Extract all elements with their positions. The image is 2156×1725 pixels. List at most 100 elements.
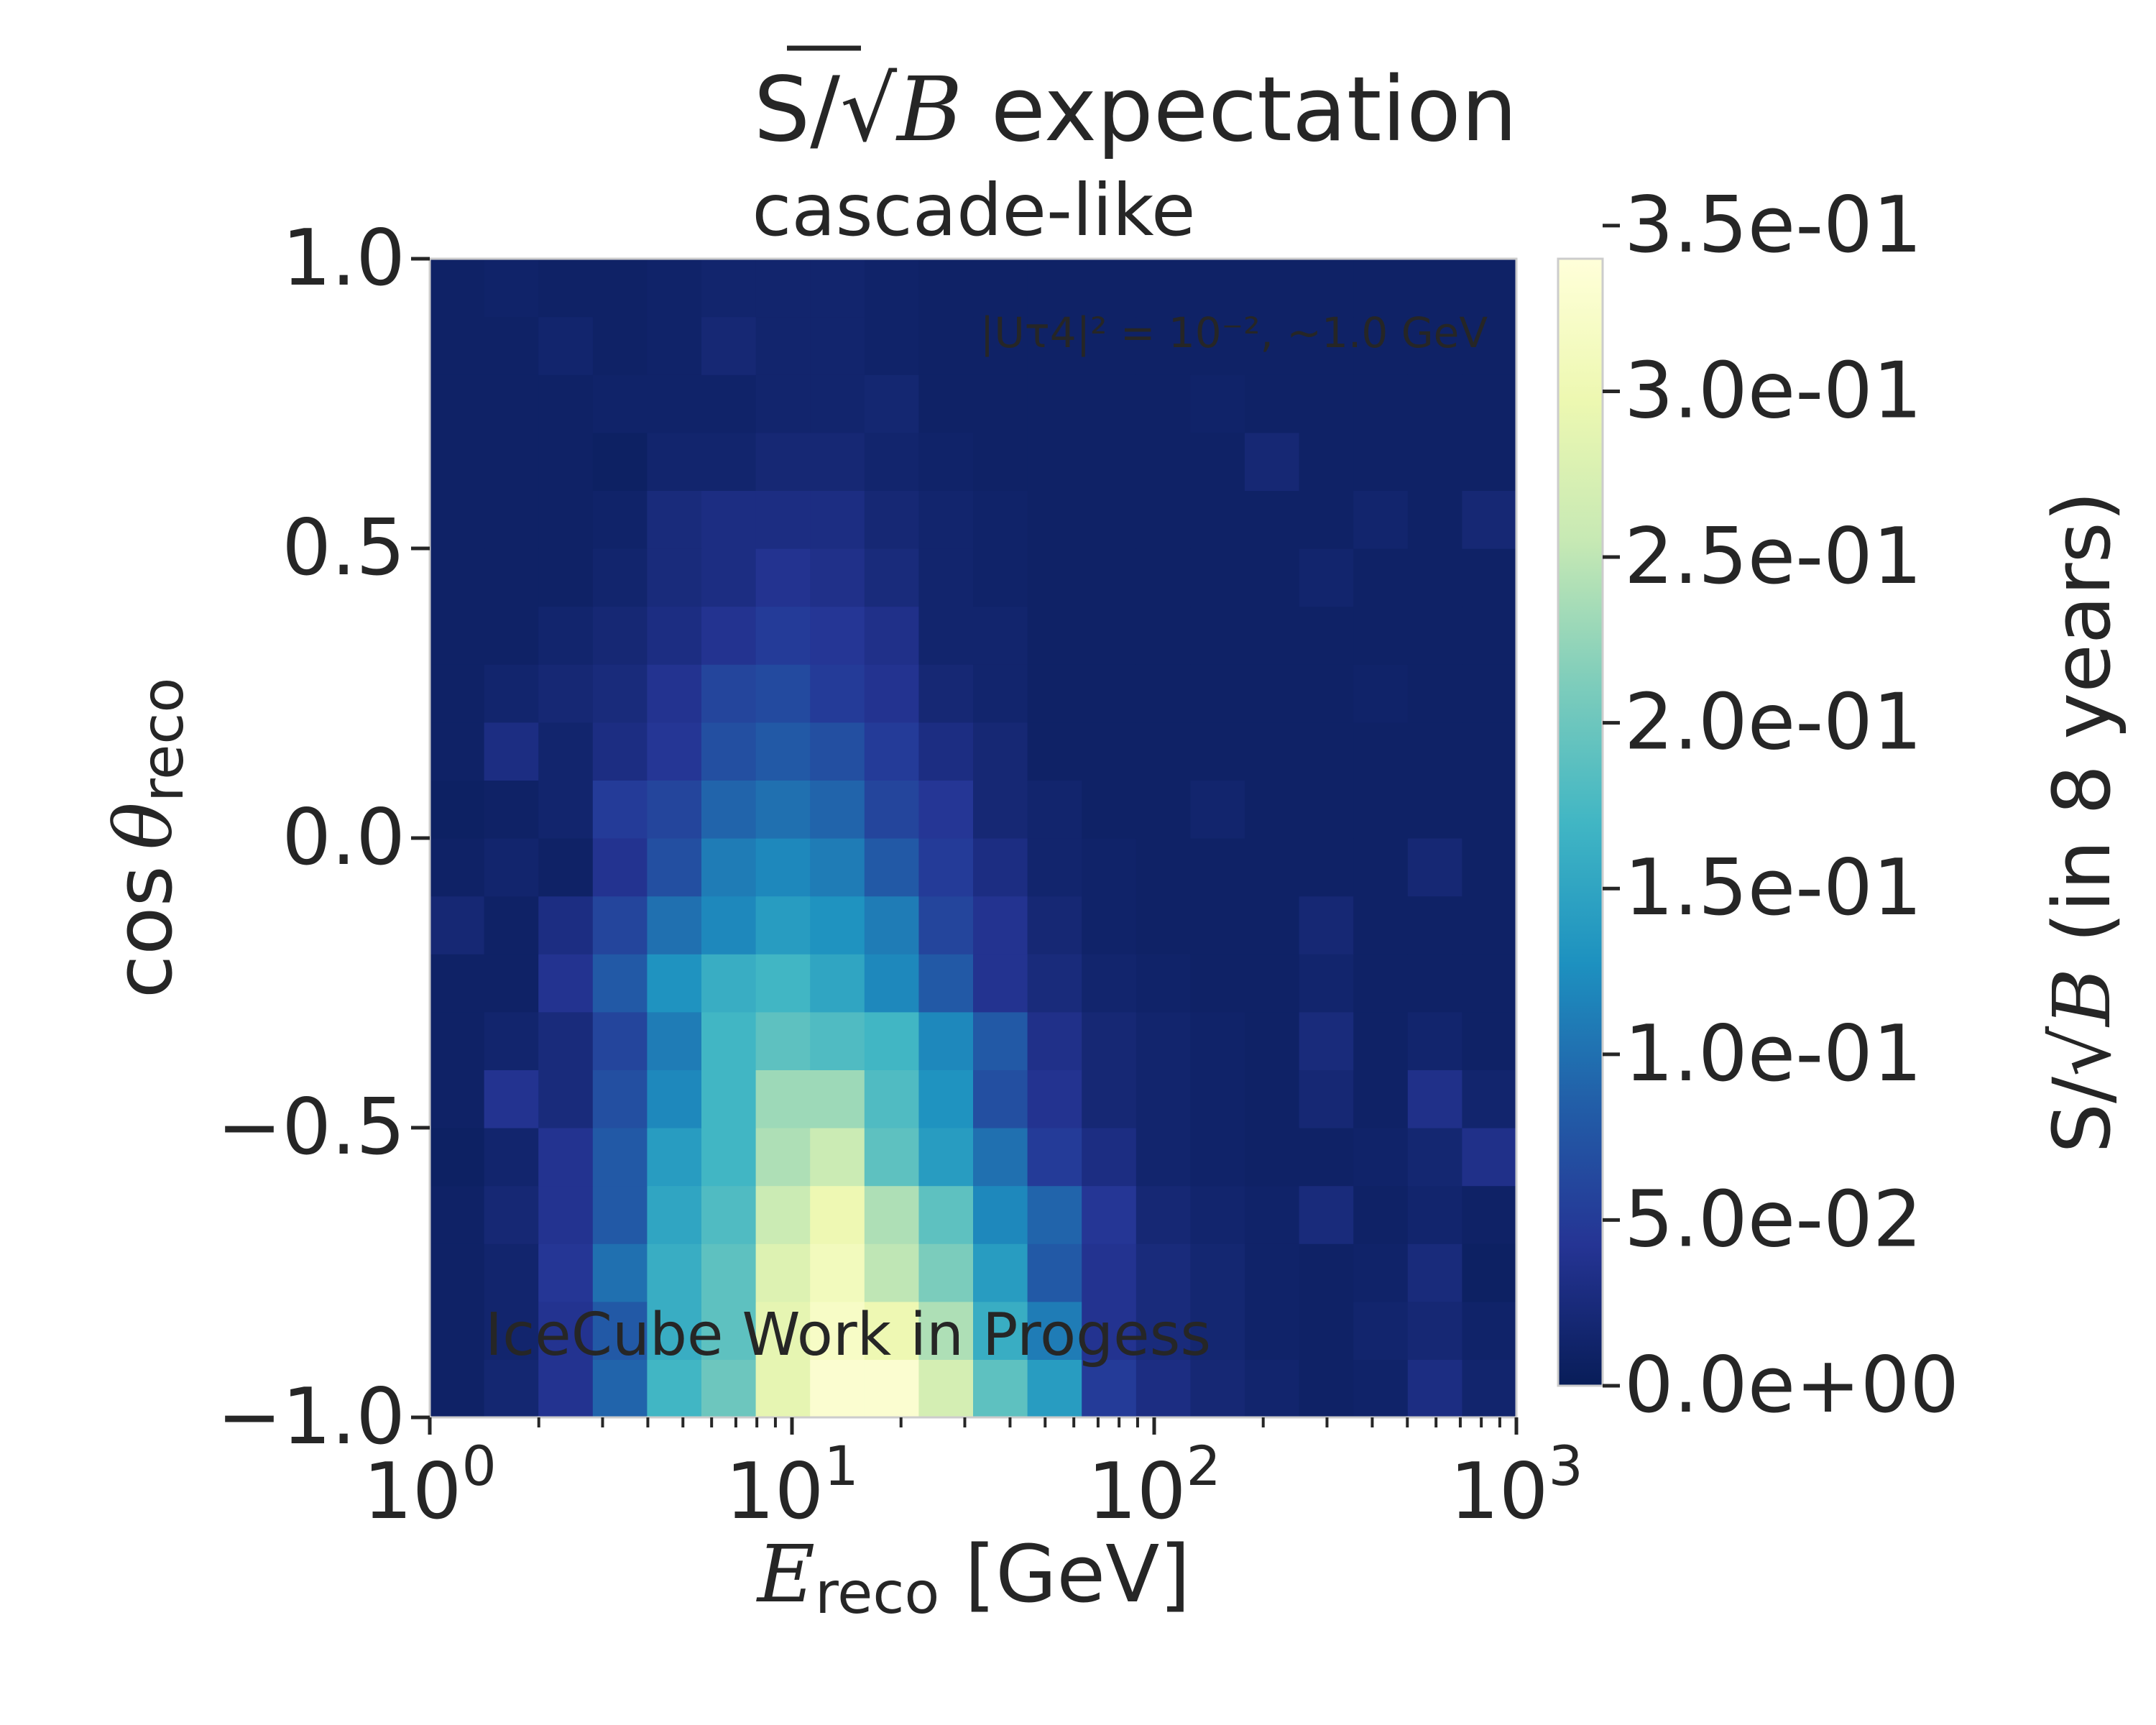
heatmap-cell — [1082, 1128, 1137, 1187]
heatmap-cell — [647, 664, 702, 723]
heatmap-cell — [1082, 490, 1137, 549]
colorbar-label-prefix: S/ — [2036, 1076, 2128, 1154]
heatmap-cell — [701, 606, 757, 665]
heatmap-cell — [864, 1128, 919, 1187]
heatmap-cell — [647, 606, 702, 665]
heatmap-cell — [538, 780, 594, 839]
heatmap-cell — [701, 548, 757, 607]
heatmap-cell — [484, 954, 539, 1013]
heatmap-cell — [1082, 1359, 1137, 1418]
heatmap-cell — [1135, 722, 1191, 781]
heatmap-cell — [810, 1070, 865, 1128]
heatmap-cell — [973, 432, 1028, 491]
heatmap-cell — [1190, 664, 1245, 723]
heatmap-cell — [1135, 490, 1191, 549]
y-tick-label: 0.5 — [282, 503, 405, 593]
heatmap-cell — [918, 1359, 974, 1418]
heatmap-cell — [592, 316, 648, 375]
heatmap-cell — [1299, 490, 1354, 549]
heatmap-cell — [810, 606, 865, 665]
heatmap-cell — [1135, 1070, 1191, 1128]
heatmap-cell — [538, 722, 594, 781]
heatmap-cell — [647, 316, 702, 375]
heatmap-cell — [647, 780, 702, 839]
colorbar-tick-label: 3.0e-01 — [1624, 346, 1922, 436]
heatmap-cell — [592, 1011, 648, 1070]
heatmap-cell — [1190, 896, 1245, 954]
colorbar-tick-label: 1.5e-01 — [1624, 843, 1922, 933]
heatmap-cell — [484, 1128, 539, 1187]
heatmap-cell — [1353, 432, 1409, 491]
heatmap-cell — [592, 1128, 648, 1187]
heatmap-cell — [430, 1301, 485, 1360]
heatmap-cell — [973, 490, 1028, 549]
heatmap-cell — [1462, 432, 1517, 491]
heatmap-cell — [1027, 896, 1082, 954]
heatmap-cell — [1245, 1243, 1300, 1302]
heatmap-cell — [701, 1011, 757, 1070]
heatmap-cell — [484, 664, 539, 723]
heatmap-cell — [430, 1011, 485, 1070]
heatmap-cell — [973, 316, 1028, 375]
heatmap-cell — [1407, 1128, 1462, 1187]
heatmap-cell — [1135, 664, 1191, 723]
heatmap-cell — [647, 490, 702, 549]
heatmap-cell — [430, 722, 485, 781]
heatmap-cell — [1082, 374, 1137, 433]
heatmap-cell — [538, 1070, 594, 1128]
heatmap-cell — [810, 1011, 865, 1070]
heatmap-cell — [484, 432, 539, 491]
heatmap-cell — [1135, 1011, 1191, 1070]
heatmap-cell — [1407, 316, 1462, 375]
heatmap-cell — [647, 1243, 702, 1302]
heatmap-cell — [918, 1070, 974, 1128]
heatmap-cell — [1135, 896, 1191, 954]
heatmap-cell — [1135, 1185, 1191, 1244]
heatmap-cell — [701, 1128, 757, 1187]
heatmap-cell — [1353, 838, 1409, 897]
heatmap-cell — [1245, 896, 1300, 954]
heatmap-cell — [1407, 1011, 1462, 1070]
heatmap-cell — [484, 1011, 539, 1070]
heatmap-cell — [973, 606, 1028, 665]
heatmap-cell — [1082, 664, 1137, 723]
heatmap-cell — [701, 432, 757, 491]
heatmap-cell — [1353, 316, 1409, 375]
heatmap-cell — [1190, 1243, 1245, 1302]
heatmap-cell — [1353, 1359, 1409, 1418]
heatmap-cell — [810, 432, 865, 491]
heatmap-cell — [755, 548, 811, 607]
heatmap-cell — [1462, 780, 1517, 839]
heatmap-cell — [1027, 838, 1082, 897]
heatmap-cell — [1190, 1011, 1245, 1070]
heatmap-cell — [1245, 954, 1300, 1013]
heatmap-cell — [701, 1185, 757, 1244]
heatmap-cell — [1245, 316, 1300, 375]
x-tick-exponent: 1 — [824, 1434, 859, 1498]
heatmap-cell — [864, 432, 919, 491]
y-tick-label: −1.0 — [217, 1372, 405, 1462]
heatmap-cell — [592, 259, 648, 318]
heatmap-cell — [1190, 1301, 1245, 1360]
heatmap-cell — [864, 1301, 919, 1360]
heatmap-cell — [701, 374, 757, 433]
heatmap-cell — [1462, 1128, 1517, 1187]
heatmap-cell — [810, 954, 865, 1013]
heatmap-cell — [1407, 838, 1462, 897]
heatmap-cell — [538, 606, 594, 665]
x-axis-label-symbol: E — [756, 1528, 815, 1620]
x-tick-base: 10 — [1450, 1447, 1548, 1537]
heatmap-cell — [1407, 606, 1462, 665]
heatmap-cell — [973, 548, 1028, 607]
colorbar-tick-label: 3.5e-01 — [1624, 180, 1922, 270]
heatmap-cell — [430, 490, 485, 549]
x-tick-exponent: 0 — [462, 1434, 497, 1498]
heatmap-cell — [1027, 606, 1082, 665]
x-axis-label-unit: [GeV] — [939, 1528, 1190, 1620]
heatmap-cell — [538, 1243, 594, 1302]
heatmap-cell — [1299, 664, 1354, 723]
heatmap-cell — [1245, 606, 1300, 665]
x-axis-ticks: 100 101 102 103 — [363, 1417, 1583, 1537]
heatmap-cell — [1245, 432, 1300, 491]
